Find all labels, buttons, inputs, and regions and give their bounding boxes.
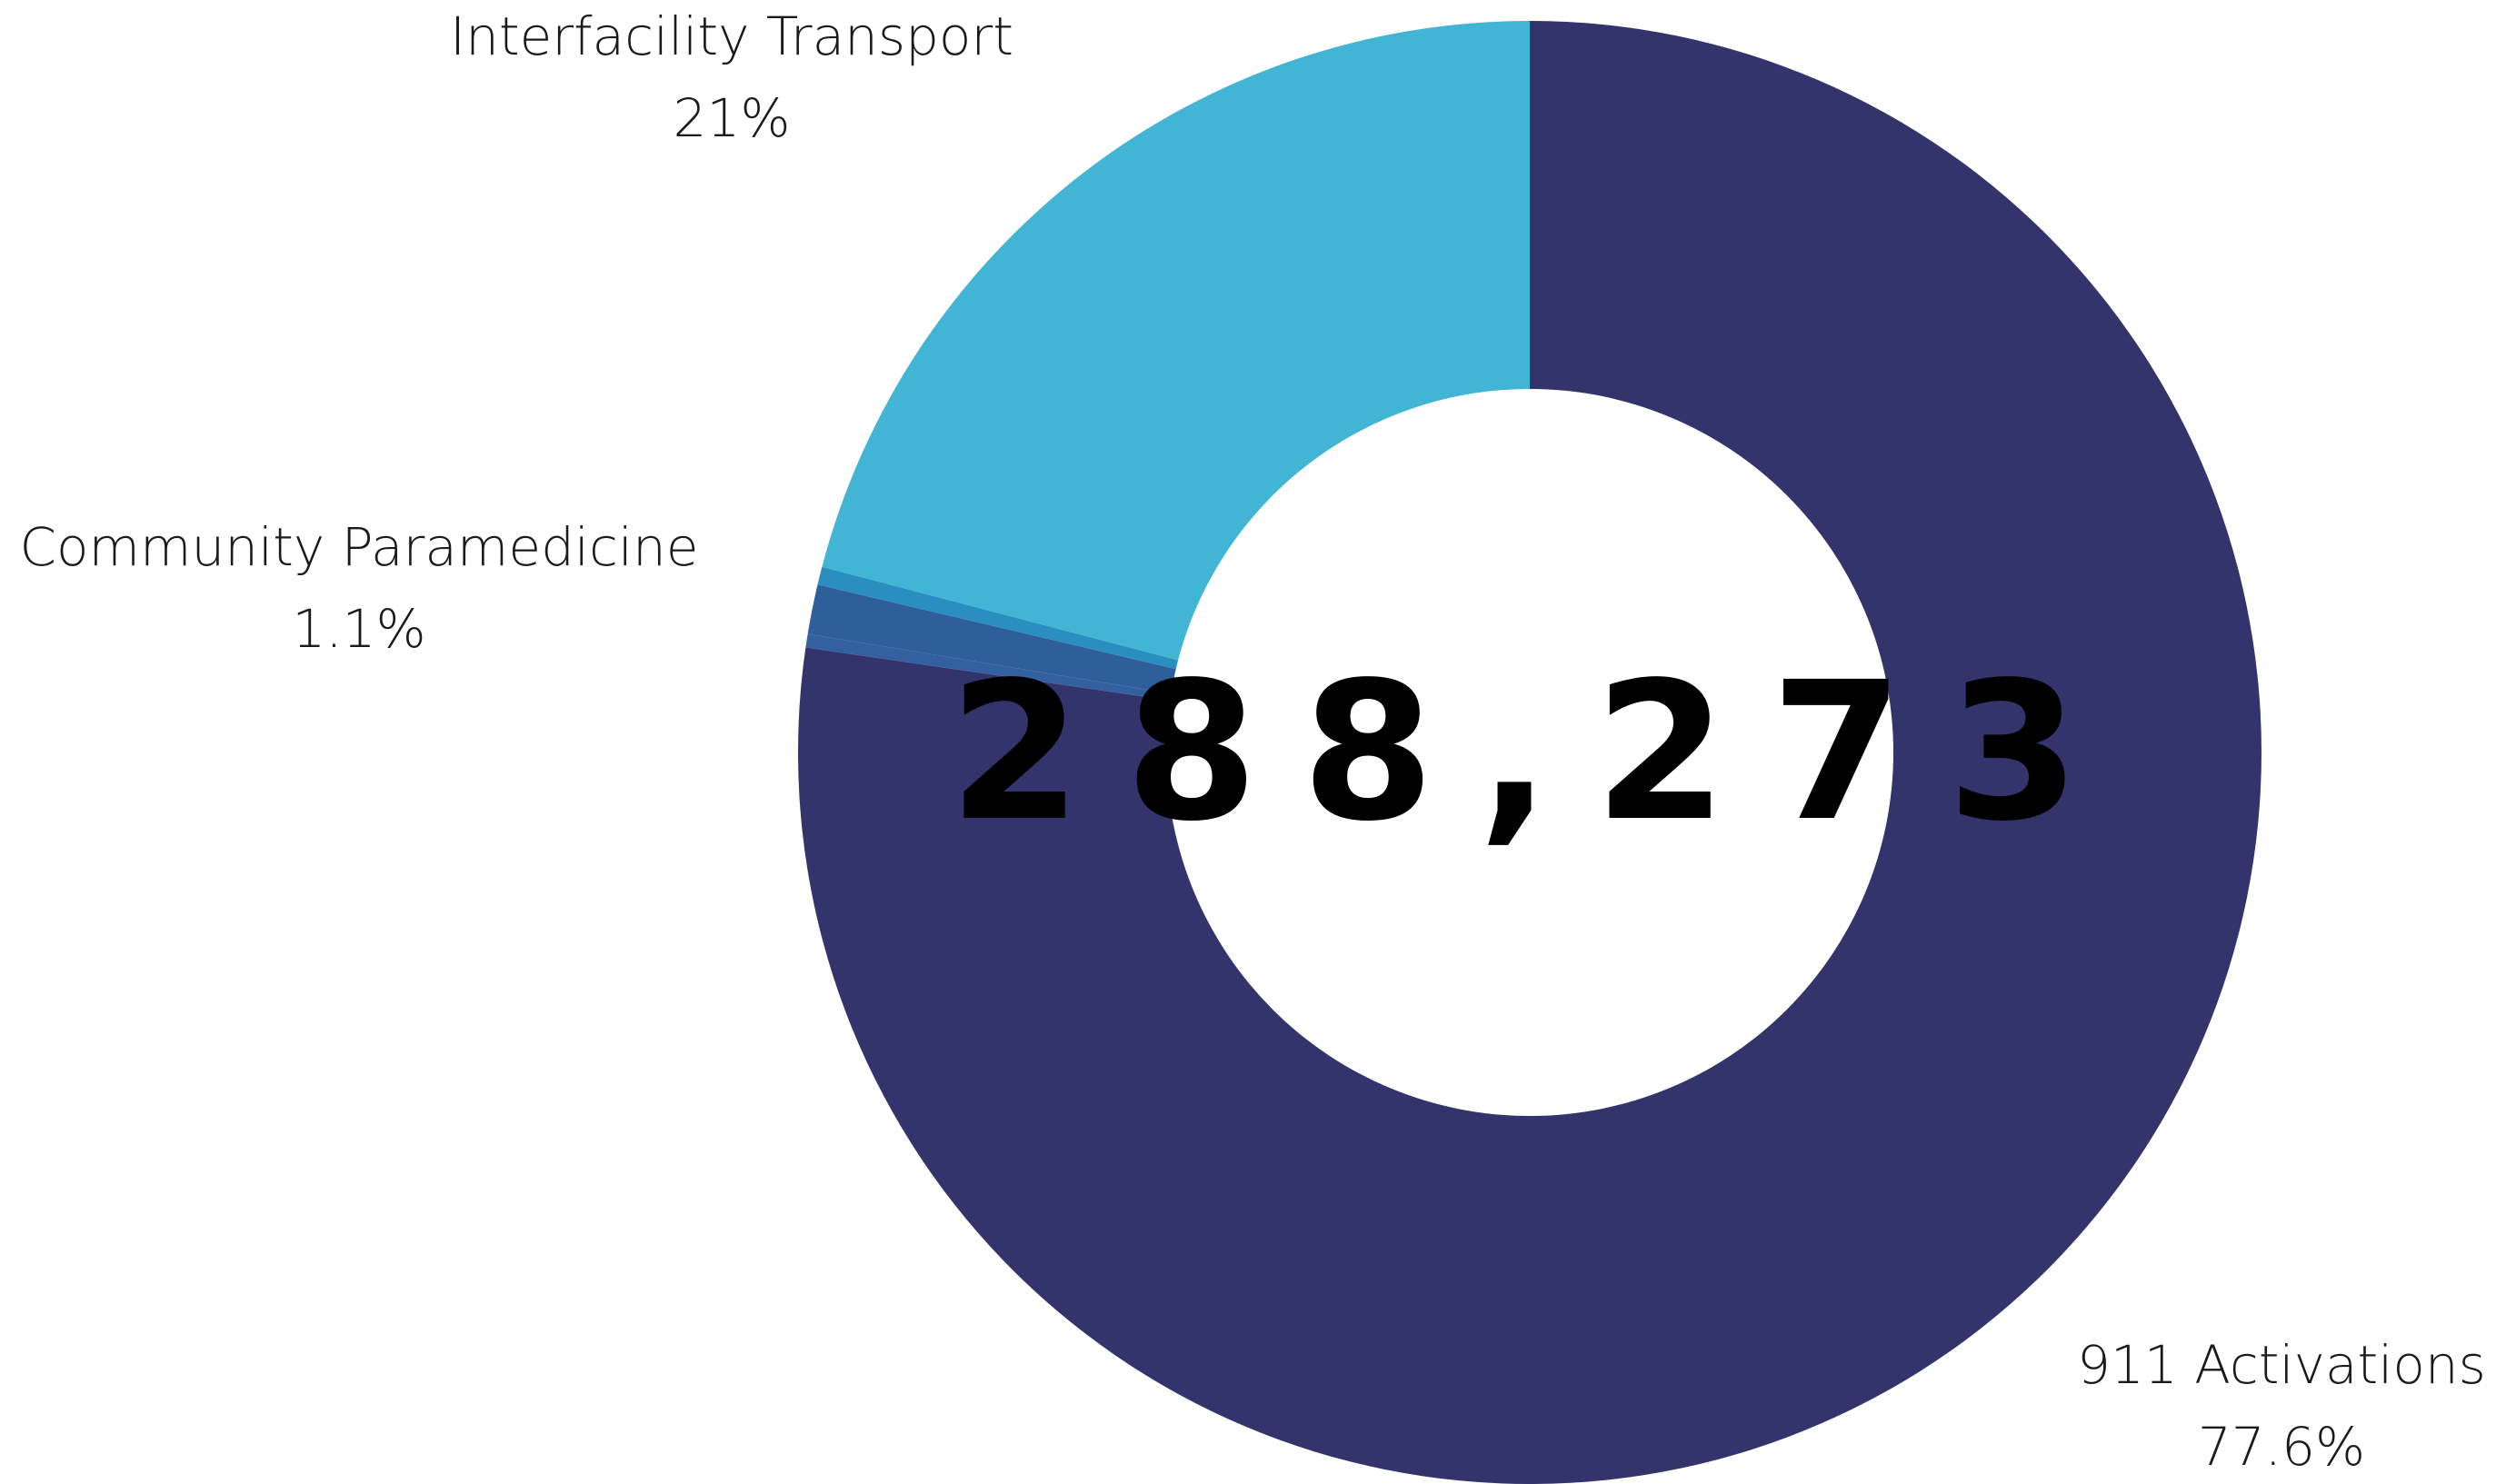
slice-label-911-activations: 911 Activations <box>2077 1334 2486 1396</box>
donut-hole <box>1166 389 1893 1116</box>
slice-value-community-paramedicine: 1.1% <box>292 598 425 660</box>
slice-label-community-paramedicine: Community Paramedicine <box>20 516 699 578</box>
labels-layer: Interfacility Transport 21% Community Pa… <box>20 5 2486 1478</box>
slice-value-911-activations: 77.6% <box>2198 1416 2365 1478</box>
center-total: 288,273 <box>949 641 2123 863</box>
slice-value-interfacility-transport: 21% <box>674 87 791 149</box>
slice-label-interfacility-transport: Interfacility Transport <box>450 5 1013 67</box>
